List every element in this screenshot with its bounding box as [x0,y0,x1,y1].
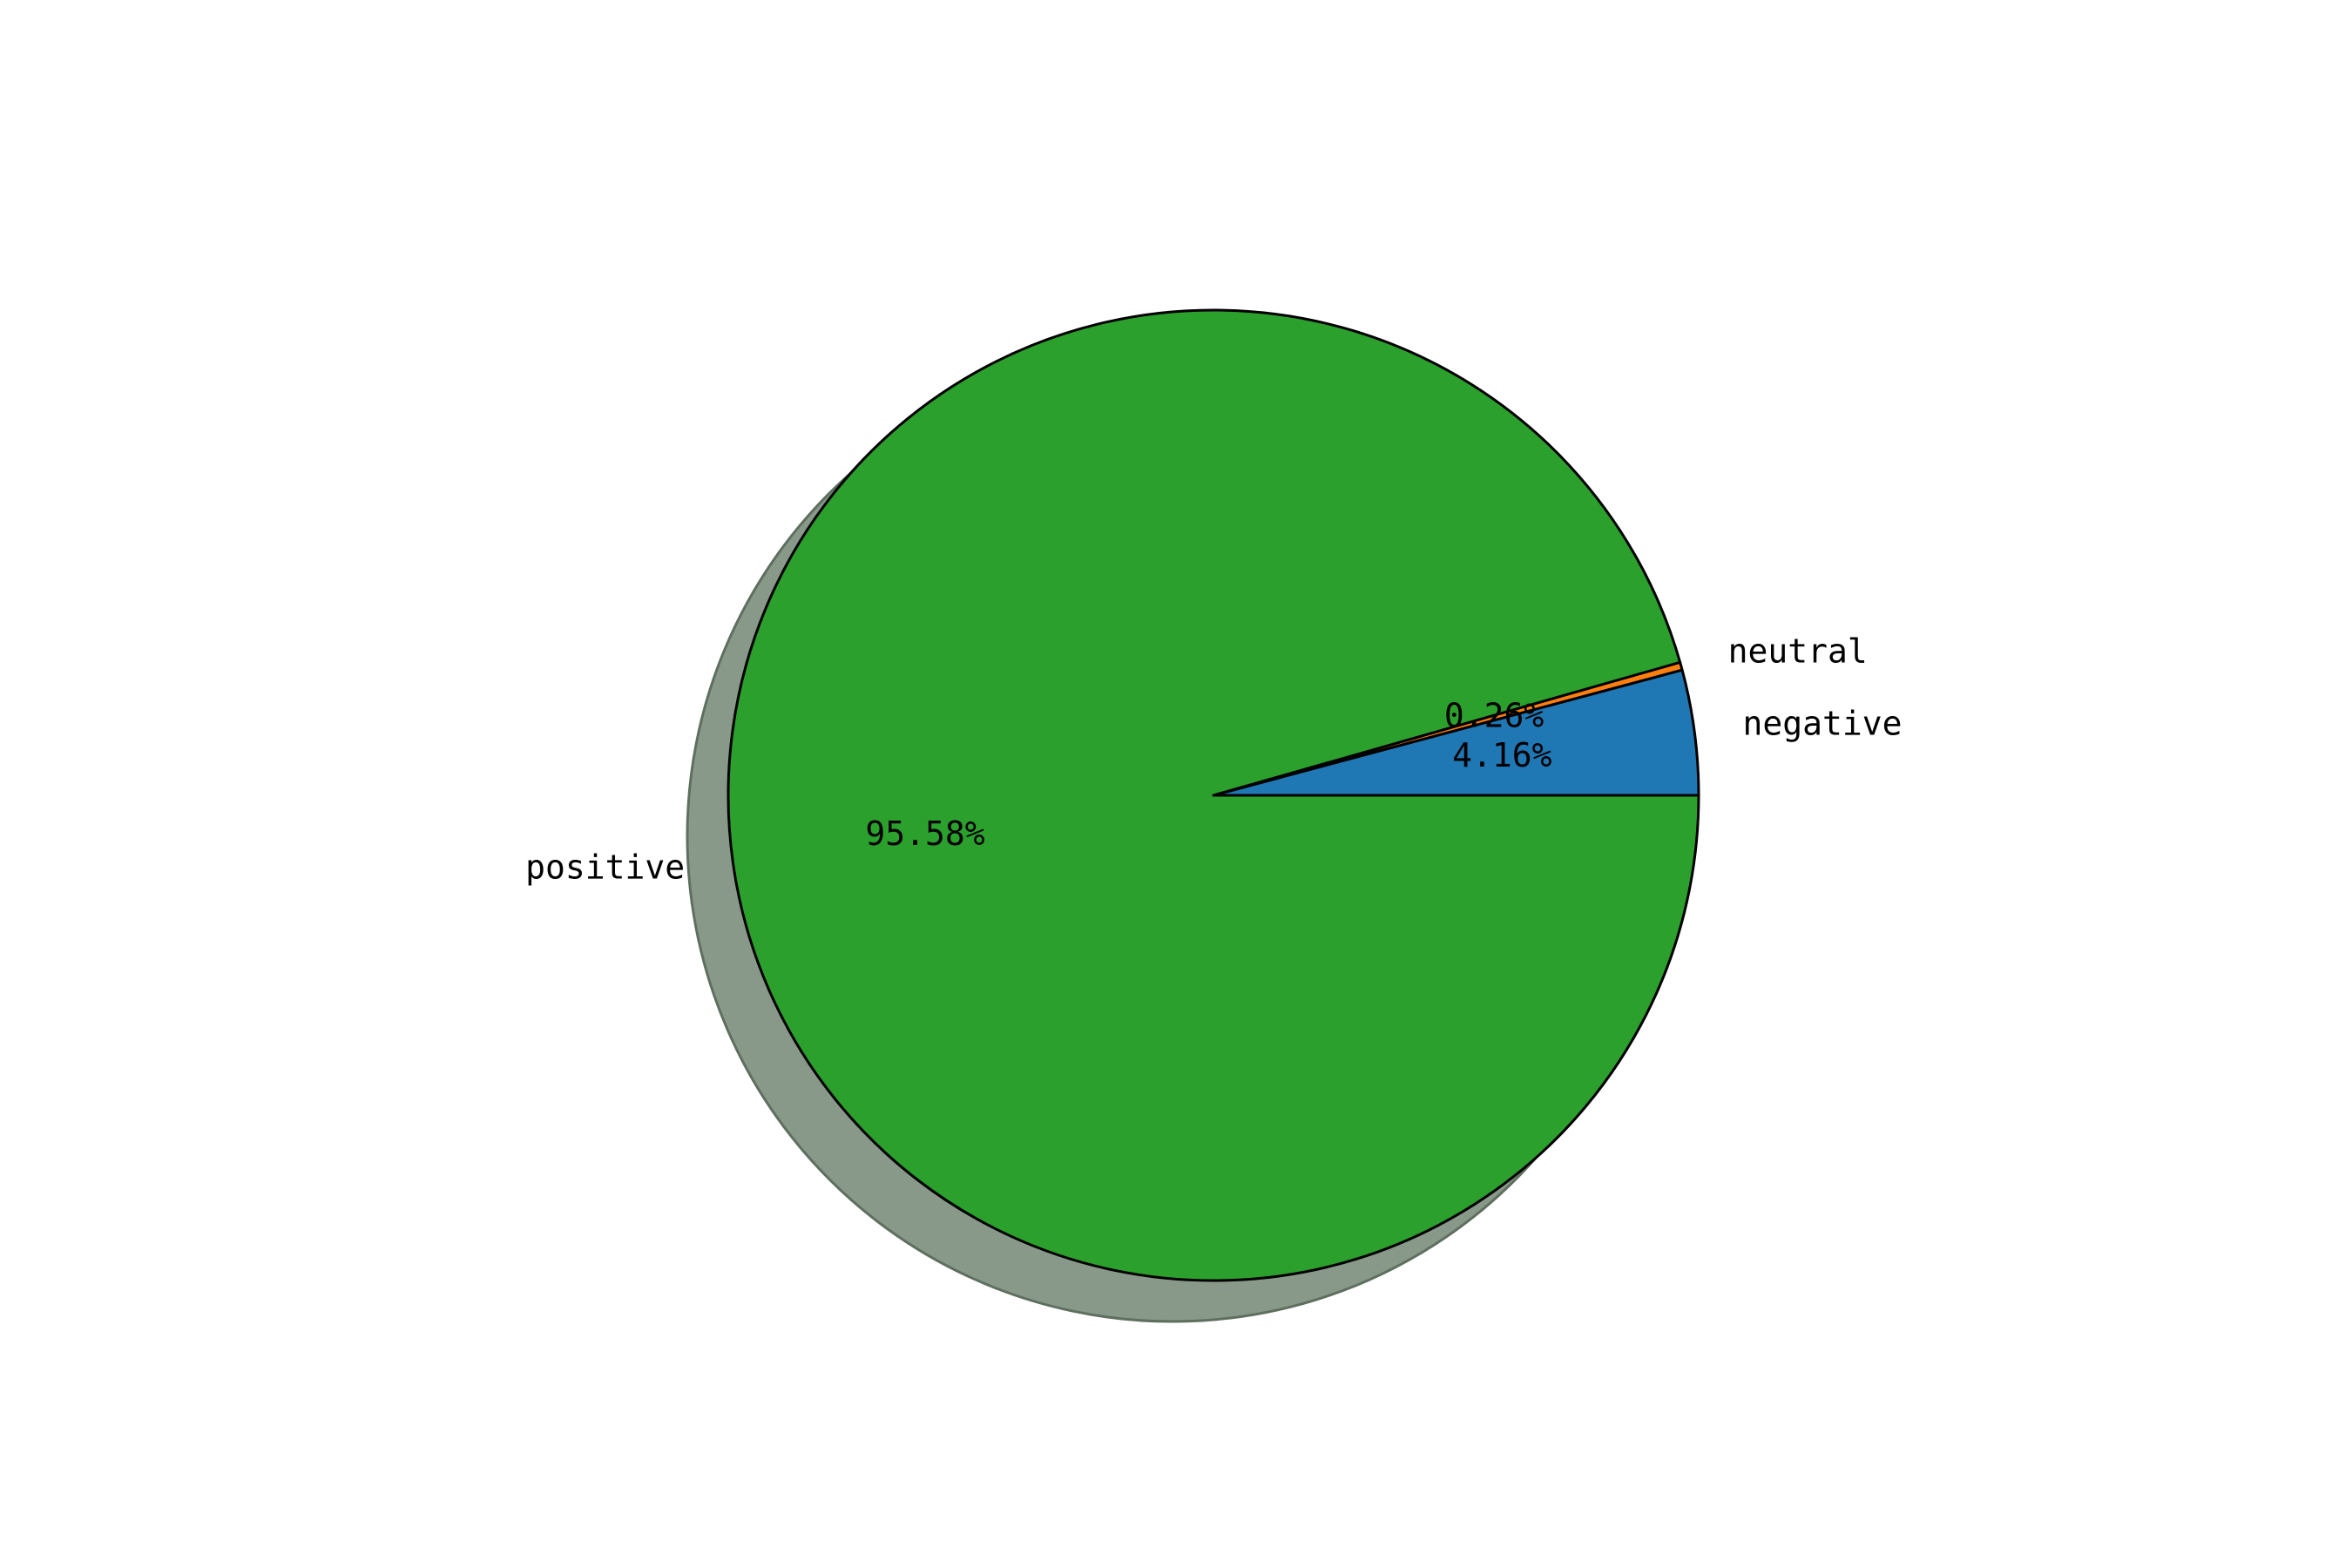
pie-label-negative: negative [1742,705,1902,743]
pie-pct-label-neutral: 0.26% [1444,697,1544,735]
pie-slice-layer [727,308,1700,1282]
pie-pct-label-positive: 95.58% [865,814,984,853]
pie-label-positive: positive [525,848,685,886]
pie-label-neutral: neutral [1728,632,1868,670]
pie-pct-label-negative: 4.16% [1452,736,1552,774]
pie-label-layer: negative 4.16% neutral 0.26% positive 95.58% [525,632,1902,886]
pie-slice-positive [727,308,1700,1282]
